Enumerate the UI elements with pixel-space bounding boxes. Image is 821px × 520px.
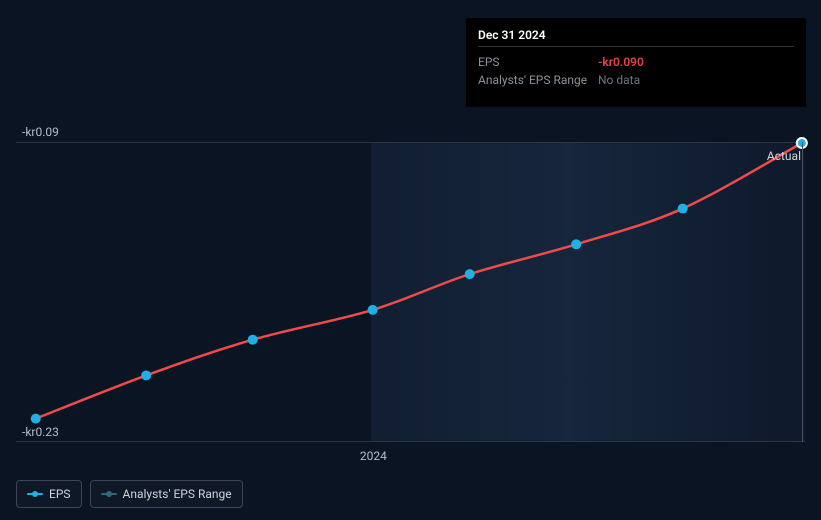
actual-region-label: Actual [767,149,801,163]
x-tick-2024: 2024 [360,449,387,463]
tooltip-key-eps: EPS [478,53,598,71]
tooltip-val-range: No data [598,71,640,89]
legend-dot-range [106,491,112,497]
tooltip-date: Dec 31 2024 [478,28,794,42]
legend-swatch-range [101,493,117,495]
chart-svg [16,143,805,441]
legend-swatch-eps [27,493,43,495]
eps-chart: Actual -kr0.09 -kr0.23 2024 Dec 31 2024 … [16,0,805,520]
legend-item-range[interactable]: Analysts' EPS Range [90,480,243,508]
tooltip-row-range: Analysts' EPS Range No data [478,71,794,89]
legend-dot-eps [32,491,38,497]
tooltip-key-range: Analysts' EPS Range [478,71,598,89]
hover-vertical-line [802,142,803,442]
y-tick-bottom: -kr0.23 [22,425,59,439]
legend-item-eps[interactable]: EPS [16,480,82,508]
tooltip-divider [478,46,794,47]
chart-tooltip: Dec 31 2024 EPS -kr0.090 Analysts' EPS R… [466,18,806,107]
tooltip-val-eps: -kr0.090 [598,53,644,71]
legend-label-range: Analysts' EPS Range [123,487,232,501]
tooltip-row-eps: EPS -kr0.090 [478,53,794,71]
plot-area[interactable]: Actual [16,142,805,442]
y-tick-top: -kr0.09 [22,125,59,139]
legend-label-eps: EPS [49,487,71,501]
chart-legend: EPS Analysts' EPS Range [16,480,243,508]
